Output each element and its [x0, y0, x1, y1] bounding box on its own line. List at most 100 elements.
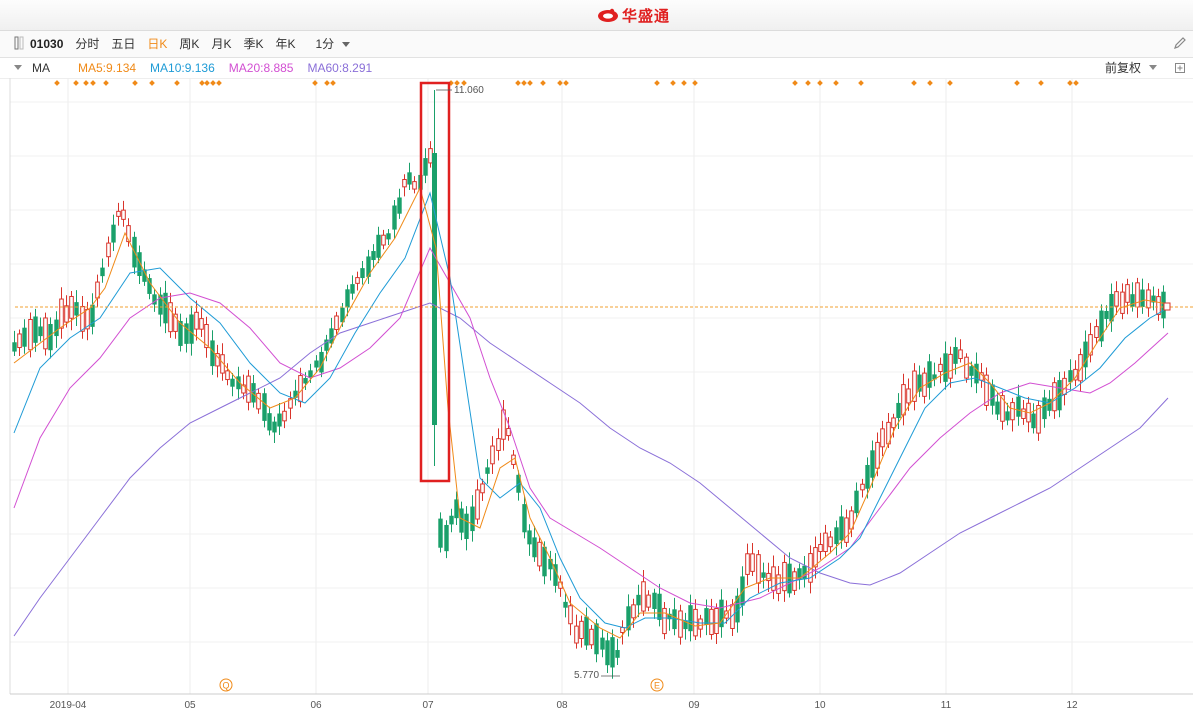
tab-weekly-k[interactable]: 周K — [179, 37, 200, 51]
candle-body-up — [1036, 405, 1041, 434]
event-marker-icon — [312, 80, 318, 86]
candle-body-up — [220, 354, 225, 374]
candle-body-up — [501, 409, 506, 440]
candle-body-down — [210, 340, 215, 367]
candle-body-up — [646, 594, 651, 608]
candle-body-up — [1125, 284, 1130, 303]
candle-body-up — [958, 349, 963, 360]
panel-toggle-icon[interactable] — [0, 36, 28, 53]
candle-body-up — [631, 604, 636, 619]
candle-body-up — [641, 581, 646, 612]
event-badge-e-label: E — [654, 681, 660, 691]
candle-body-up — [168, 302, 173, 333]
event-marker-icon — [204, 80, 210, 86]
candle-body-down — [802, 565, 807, 580]
candle-body-up — [298, 375, 303, 403]
candle-body-up — [678, 610, 683, 638]
event-marker-icon — [654, 80, 660, 86]
candle-body-down — [787, 563, 792, 594]
candle-body-down — [272, 421, 277, 433]
minute-interval-select[interactable]: 1分 — [309, 31, 355, 57]
price-adjust-select[interactable]: 前复权 — [1105, 58, 1157, 78]
kline-chart[interactable]: 11.060 5.770 Q E 2019-04 05 06 07 08 09 10 11 12 — [0, 78, 1193, 715]
candle-body-down — [366, 256, 371, 277]
candle-body-down — [896, 402, 901, 419]
tab-yearly-k[interactable]: 年K — [275, 37, 296, 51]
event-marker-icon — [927, 80, 933, 86]
candle-body-down — [1047, 398, 1052, 411]
highlight-box — [419, 81, 451, 483]
candle-body-down — [444, 524, 449, 552]
candle-body-down — [262, 393, 267, 421]
candle-body-down — [735, 595, 740, 623]
event-marker-icon — [1014, 80, 1020, 86]
candle-body-down — [1109, 293, 1114, 322]
candle-body-down — [870, 450, 875, 478]
ma-label[interactable]: MA — [32, 61, 50, 75]
candle-body-down — [485, 467, 490, 474]
candle-body-down — [522, 504, 527, 533]
candle-body-down — [563, 601, 568, 608]
candle-body-down — [657, 593, 662, 620]
candle-body-up — [662, 607, 667, 635]
event-marker-icon — [515, 80, 521, 86]
title-bar: 华盛通 — [0, 0, 1193, 31]
candle-body-down — [423, 158, 428, 176]
candle-body-up — [355, 277, 360, 284]
candle-body-up — [1146, 289, 1151, 309]
candle-body-down — [1042, 397, 1047, 420]
pencil-icon[interactable] — [1173, 36, 1187, 53]
ma-collapse-icon[interactable] — [14, 65, 22, 71]
x-axis-label: 12 — [1066, 700, 1078, 711]
candle-body-up — [194, 311, 199, 330]
candle-body-down — [158, 294, 163, 315]
candle-body-up — [1078, 354, 1083, 382]
event-marker-icon — [83, 80, 89, 86]
candle-body-down — [969, 366, 974, 376]
candle-body-down — [392, 205, 397, 230]
event-marker-icon — [540, 80, 546, 86]
candle-body-down — [314, 360, 319, 368]
event-marker-icon — [90, 80, 96, 86]
candle-body-down — [459, 508, 464, 533]
candle-body-up — [43, 317, 48, 350]
app-title: 华盛通 — [622, 7, 671, 25]
event-marker-icon — [911, 80, 917, 86]
candle-body-down — [605, 640, 610, 666]
ma20-value: MA20:8.885 — [228, 61, 294, 75]
tab-fenshi[interactable]: 分时 — [75, 37, 100, 51]
event-badge-q[interactable]: Q — [219, 678, 233, 692]
candle-body-down — [865, 464, 870, 489]
minute-interval-value: 1分 — [315, 37, 335, 51]
candle-body-down — [236, 376, 241, 390]
ma60-value: MA60:8.291 — [307, 61, 373, 75]
chevron-down-icon — [1149, 65, 1157, 70]
add-indicator-icon[interactable] — [1175, 63, 1185, 73]
candle-body-down — [48, 324, 53, 351]
candle-body-up — [59, 298, 64, 329]
candle-body-up — [574, 625, 579, 644]
low-price-label: 5.770 — [574, 670, 599, 681]
candle-body-down — [1104, 310, 1109, 319]
price-adjust-value: 前复权 — [1104, 61, 1141, 75]
candle-body-down — [839, 516, 844, 541]
tab-wuri[interactable]: 五日 — [111, 37, 136, 51]
event-marker-icon — [1038, 80, 1044, 86]
event-marker-icon — [521, 80, 527, 86]
candle-body-down — [152, 294, 157, 305]
candle-body-down — [111, 224, 116, 243]
candle-body-down — [38, 326, 43, 337]
ma20-line — [13, 246, 1169, 609]
logo-icon — [598, 8, 618, 22]
candle-body-down — [943, 353, 948, 382]
candle-body-down — [932, 374, 937, 380]
candle-body-up — [204, 324, 209, 349]
candle-body-up — [698, 618, 703, 630]
candle-body-up — [506, 428, 511, 437]
event-badge-e[interactable]: E — [650, 678, 664, 692]
tab-daily-k[interactable]: 日K — [147, 37, 168, 51]
tab-monthly-k[interactable]: 月K — [211, 37, 232, 51]
candle-body-down — [667, 613, 672, 620]
candle-body-up — [381, 234, 386, 246]
tab-quarterly-k[interactable]: 季K — [243, 37, 264, 51]
